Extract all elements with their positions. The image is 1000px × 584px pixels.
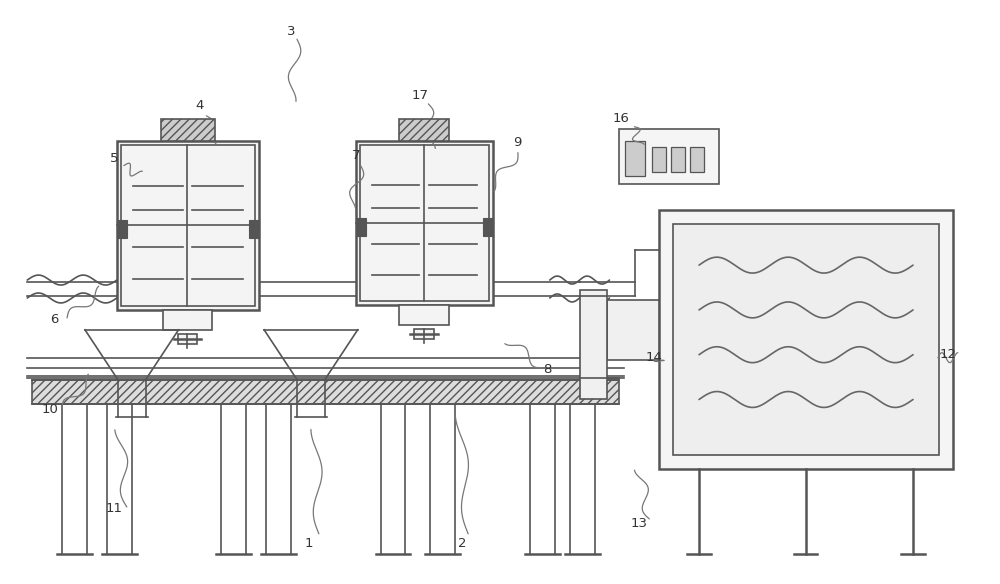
Text: 2: 2 — [458, 537, 466, 550]
Bar — [178, 334, 197, 344]
Bar — [625, 141, 645, 176]
Bar — [580, 290, 607, 399]
Bar — [249, 228, 259, 238]
Text: 9: 9 — [513, 136, 521, 150]
Text: 3: 3 — [287, 25, 295, 38]
Bar — [161, 119, 215, 141]
Bar — [659, 210, 953, 469]
Text: 7: 7 — [351, 149, 360, 162]
Bar — [671, 147, 685, 172]
Text: 4: 4 — [195, 99, 204, 112]
Text: 10: 10 — [42, 403, 59, 416]
Text: 17: 17 — [412, 89, 429, 102]
Text: 16: 16 — [613, 112, 630, 126]
Text: 14: 14 — [646, 351, 663, 364]
Text: 11: 11 — [105, 502, 122, 516]
Bar — [117, 141, 259, 310]
Bar — [356, 141, 493, 305]
Bar — [483, 218, 493, 228]
Bar — [356, 218, 366, 228]
Bar — [483, 227, 493, 237]
Bar — [399, 305, 449, 325]
Text: 13: 13 — [631, 517, 648, 530]
Bar — [163, 310, 212, 330]
Bar — [117, 220, 127, 230]
Bar — [690, 147, 704, 172]
Text: 6: 6 — [50, 314, 58, 326]
Bar — [652, 147, 666, 172]
Bar — [117, 228, 127, 238]
Bar — [399, 119, 449, 141]
Text: 1: 1 — [305, 537, 313, 550]
Text: 5: 5 — [110, 152, 118, 165]
Bar — [360, 145, 489, 301]
Bar — [414, 329, 434, 339]
Bar — [121, 145, 255, 306]
Text: 12: 12 — [939, 348, 956, 361]
Bar — [249, 220, 259, 230]
Text: 8: 8 — [544, 363, 552, 376]
Bar — [356, 227, 366, 237]
Bar — [32, 380, 619, 405]
Bar — [607, 300, 659, 360]
Bar — [673, 224, 939, 455]
Bar — [619, 129, 719, 183]
